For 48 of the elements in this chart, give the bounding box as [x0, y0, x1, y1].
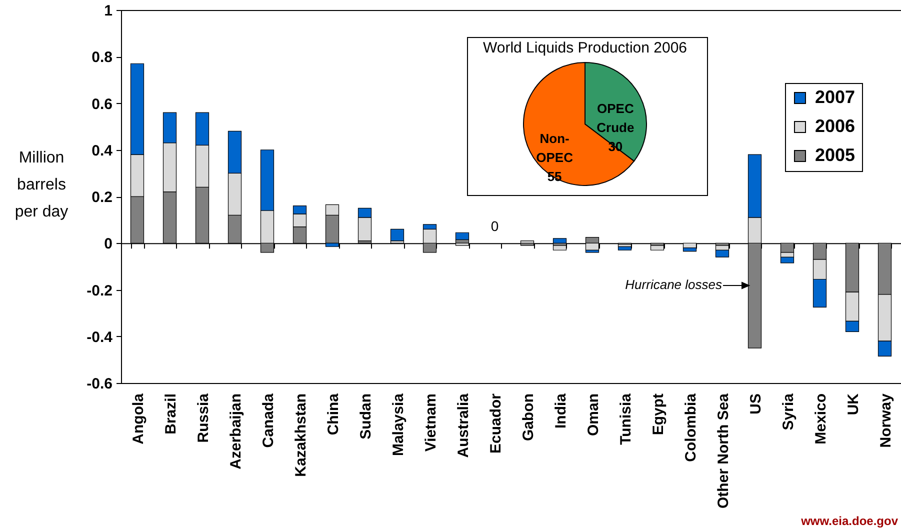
- x-tick-label: Angola: [130, 392, 147, 444]
- x-tick-label: US: [747, 394, 764, 414]
- annotation: 0: [490, 218, 499, 234]
- x-tick-label: Vietnam: [422, 394, 440, 452]
- y-tick-label: 0.8: [92, 49, 112, 66]
- legend-label: 2007: [815, 87, 856, 107]
- y-tick-label: 0: [104, 236, 112, 253]
- y-tick-label: 0.6: [92, 96, 112, 113]
- slice-label: OPEC Crude: [596, 100, 634, 135]
- x-tick-label: China: [324, 392, 342, 436]
- x-tick-label: Australia: [454, 392, 472, 458]
- x-tick-label: Egypt: [650, 394, 667, 436]
- legend-label: 2006: [815, 116, 856, 136]
- bar: [682, 247, 697, 252]
- x-tick-label: Ecuador: [487, 393, 504, 454]
- y-tick-label: 1: [104, 2, 112, 20]
- y-axis-title: Million barrels per day: [14, 150, 68, 220]
- x-tick-label: Colombia: [682, 392, 700, 462]
- bar: [650, 245, 664, 250]
- bar: [455, 232, 470, 240]
- x-tick-label: Malaysia: [390, 392, 407, 456]
- x-tick-label: Mexico: [812, 394, 830, 444]
- x-tick-label: Gabon: [520, 394, 537, 441]
- x-tick-label: Norway: [877, 392, 894, 448]
- x-tick-label: Canada: [260, 392, 277, 448]
- legend-label: 2005: [815, 145, 856, 165]
- chart-title: World Liquids Production 2006: [482, 40, 688, 56]
- x-tick-label: Kazakhstan: [292, 394, 310, 477]
- x-tick-label: Tunisia: [617, 392, 634, 445]
- slice-label: Non-OPEC: [536, 131, 574, 166]
- y-tick-label: 0.2: [92, 189, 112, 206]
- y-tick-label: -0.6: [86, 376, 112, 392]
- x-tick-label: Azerbaijan: [227, 394, 244, 470]
- x-tick-label: Russia: [194, 392, 212, 443]
- x-tick-label: UK: [844, 393, 862, 416]
- x-tick-label: India: [552, 392, 570, 429]
- text: www.eia.doe.gov: [801, 514, 898, 528]
- y-tick-label: 0.4: [92, 142, 114, 160]
- bar: [390, 228, 404, 242]
- x-tick-label: Other North Sea: [714, 392, 732, 509]
- bar: [618, 246, 632, 250]
- x-tick-label: Sudan: [357, 394, 374, 440]
- x-tick-label: Oman: [584, 394, 602, 436]
- y-tick-label: -0.2: [86, 282, 112, 300]
- x-tick-label: Brazil: [162, 394, 180, 434]
- x-tick-label: Syria: [780, 392, 797, 430]
- annotation: Hurricane losses: [625, 277, 722, 292]
- y-tick-label: -0.4: [86, 328, 114, 346]
